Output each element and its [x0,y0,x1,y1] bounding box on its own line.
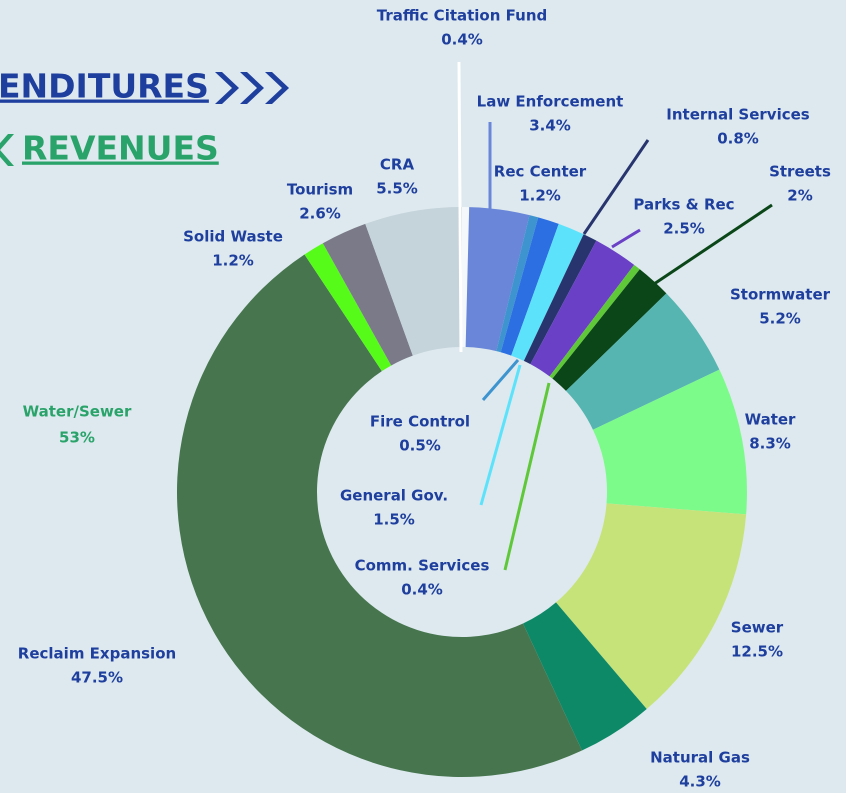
slice [549,264,640,379]
slice-label: Stormwater [730,286,831,304]
slice [555,503,747,710]
slice-value: 47.5% [71,669,123,687]
slice-label: Water [745,411,796,429]
slice-value: 5.2% [759,310,801,328]
slice-value: 8.3% [749,435,791,453]
slice-label: Traffic Citation Fund [377,7,548,25]
slice-value: 0.4% [401,581,443,599]
slice-label: Parks & Rec [633,196,734,214]
slice-label: Sewer [731,619,784,637]
slice [176,254,582,778]
leader-line [611,228,641,249]
slice [565,293,720,430]
slice-label: Tourism [287,181,353,199]
slice-label: Reclaim Expansion [18,645,176,663]
chevron-right [215,72,289,104]
revenues-tab[interactable]: REVENUES [22,129,219,168]
slice-value: 1.2% [519,187,561,205]
slice [462,207,470,348]
leader-line [653,203,773,286]
slice-label: Streets [769,163,831,181]
slice [322,223,413,366]
leader-line [503,382,551,571]
chevron-left [0,134,14,166]
slice [523,234,597,365]
leader-line [457,61,463,353]
slice [496,215,539,353]
slice-value: 1.2% [212,252,254,270]
slice-value: 1.5% [373,511,415,529]
leader-line [582,139,650,235]
slice [304,243,392,372]
slice-label: Rec Center [494,163,587,181]
donut [176,207,747,778]
expenditures-tab[interactable]: ENDITURES [0,67,209,106]
slice-value: 3.4% [529,117,571,135]
slice-value: 0.4% [441,31,483,49]
leader-line [481,359,520,401]
slice [365,207,462,356]
slice-label: Fire Control [370,413,470,431]
slice [523,602,647,751]
slice-label: Comm. Services [355,557,490,575]
leader-lines [457,61,773,571]
slice-value: 2.6% [299,205,341,223]
slice-value: 12.5% [731,643,783,661]
slice-label: CRA [380,156,415,174]
slice-value: 0.5% [399,437,441,455]
slice-label: Natural Gas [650,749,750,767]
slice-value: 4.3% [679,773,721,791]
slice [511,223,584,361]
group-value: 53% [59,429,95,447]
slice [592,369,747,515]
leader-line [479,364,522,506]
slice [465,207,530,352]
slice-value: 0.8% [717,130,759,148]
slice-label: Internal Services [666,106,810,124]
slice [530,240,635,377]
slice-value: 2.5% [663,220,705,238]
slice-label: Solid Waste [183,228,283,246]
slice [552,269,667,391]
slice-value: 5.5% [376,180,418,198]
group-label: Water/Sewer [23,403,132,421]
slice-value: 2% [787,187,812,205]
slice-label: General Gov. [340,487,448,505]
slice [500,217,559,356]
slice-label: Law Enforcement [477,93,624,111]
